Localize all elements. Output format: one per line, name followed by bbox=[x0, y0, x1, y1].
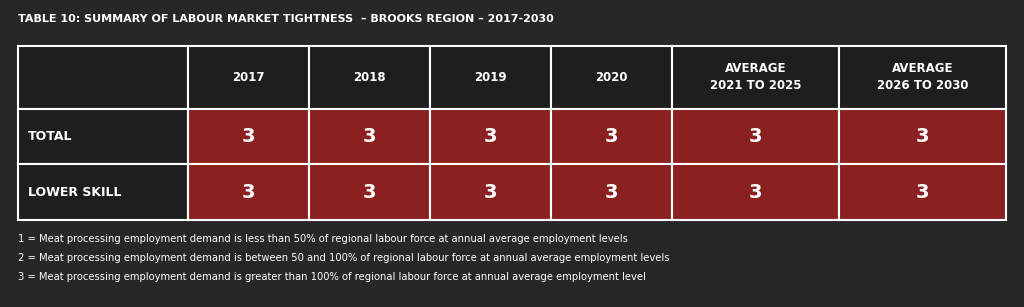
Bar bbox=[839, 109, 1006, 164]
Text: 3: 3 bbox=[605, 183, 618, 202]
Text: 3: 3 bbox=[915, 127, 929, 146]
Bar bbox=[430, 109, 551, 164]
Bar bbox=[188, 164, 309, 220]
Bar bbox=[672, 109, 839, 164]
Bar bbox=[430, 164, 551, 220]
Bar bbox=[839, 46, 1006, 109]
Bar bbox=[309, 164, 430, 220]
Bar bbox=[551, 164, 672, 220]
Text: 3: 3 bbox=[362, 183, 377, 202]
Text: 3: 3 bbox=[605, 127, 618, 146]
Bar bbox=[839, 164, 1006, 220]
Text: 3: 3 bbox=[242, 127, 256, 146]
Bar bbox=[309, 46, 430, 109]
Bar bbox=[188, 109, 309, 164]
Text: TOTAL: TOTAL bbox=[28, 130, 73, 143]
Text: 3: 3 bbox=[242, 183, 256, 202]
Bar bbox=[551, 46, 672, 109]
Text: AVERAGE
2021 TO 2025: AVERAGE 2021 TO 2025 bbox=[710, 62, 801, 92]
Text: 3: 3 bbox=[362, 127, 377, 146]
Text: 2020: 2020 bbox=[595, 71, 628, 84]
Text: 3: 3 bbox=[915, 183, 929, 202]
Bar bbox=[430, 46, 551, 109]
Text: 2018: 2018 bbox=[353, 71, 386, 84]
Text: 3: 3 bbox=[483, 183, 498, 202]
Bar bbox=[18, 109, 188, 164]
Text: AVERAGE
2026 TO 2030: AVERAGE 2026 TO 2030 bbox=[877, 62, 969, 92]
Bar bbox=[672, 164, 839, 220]
Bar bbox=[18, 46, 188, 109]
Text: 3 = Meat processing employment demand is greater than 100% of regional labour fo: 3 = Meat processing employment demand is… bbox=[18, 272, 646, 282]
Text: 2 = Meat processing employment demand is between 50 and 100% of regional labour : 2 = Meat processing employment demand is… bbox=[18, 253, 670, 263]
Text: 3: 3 bbox=[749, 183, 762, 202]
Bar bbox=[672, 46, 839, 109]
Text: TABLE 10: SUMMARY OF LABOUR MARKET TIGHTNESS  – BROOKS REGION – 2017-2030: TABLE 10: SUMMARY OF LABOUR MARKET TIGHT… bbox=[18, 14, 554, 24]
Bar bbox=[309, 109, 430, 164]
Text: 3: 3 bbox=[749, 127, 762, 146]
Text: 2019: 2019 bbox=[474, 71, 507, 84]
Bar bbox=[18, 164, 188, 220]
Bar bbox=[551, 109, 672, 164]
Bar bbox=[188, 46, 309, 109]
Text: LOWER SKILL: LOWER SKILL bbox=[28, 186, 122, 199]
Text: 1 = Meat processing employment demand is less than 50% of regional labour force : 1 = Meat processing employment demand is… bbox=[18, 234, 628, 244]
Text: 2017: 2017 bbox=[232, 71, 265, 84]
Text: 3: 3 bbox=[483, 127, 498, 146]
